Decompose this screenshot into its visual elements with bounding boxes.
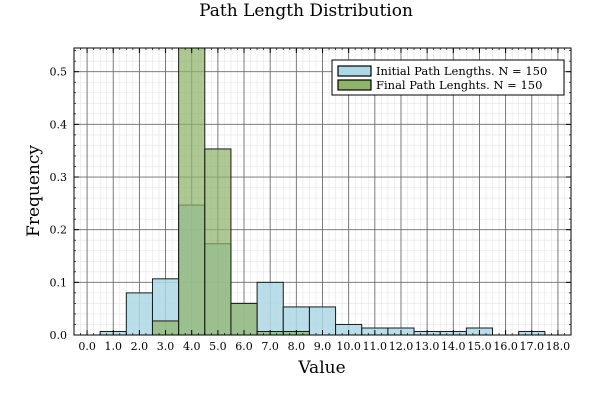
x-tick-label: 4.0 <box>183 340 201 353</box>
x-tick-labels: 0.0 1.0 2.0 3.0 4.0 5.0 6.0 7.0 8.0 9.0 10.0 11.0 12… <box>78 340 570 353</box>
y-tick-label: 0.0 <box>50 329 68 342</box>
initial-bar <box>256 281 284 335</box>
final-series-bars <box>151 48 310 335</box>
x-tick-label: 1.0 <box>104 340 122 353</box>
y-tick-label: 0.1 <box>50 276 68 289</box>
x-tick-label: 0.0 <box>78 340 96 353</box>
final-bar <box>178 48 206 335</box>
legend-label-final: Final Path Lenghts. N = 150 <box>376 78 542 92</box>
x-axis-label: Value <box>297 358 345 378</box>
y-tick-label: 0.5 <box>50 66 68 79</box>
x-tick-label: 18.0 <box>546 340 571 353</box>
y-tick-label: 0.2 <box>50 224 68 237</box>
x-tick-label: 16.0 <box>493 340 518 353</box>
x-tick-label: 5.0 <box>209 340 227 353</box>
x-tick-label: 9.0 <box>314 340 332 353</box>
x-tick-label: 14.0 <box>441 340 466 353</box>
y-axis-label: Frequency <box>24 145 44 237</box>
y-tick-labels: 0.0 0.1 0.2 0.3 0.4 0.5 <box>50 66 68 342</box>
major-grid <box>74 48 571 336</box>
initial-bar <box>125 292 153 335</box>
x-tick-label: 11.0 <box>363 340 388 353</box>
final-bar <box>230 302 258 335</box>
legend-swatch-initial <box>337 65 372 77</box>
y-tick-label: 0.3 <box>50 171 68 184</box>
chart-title: Path Length Distribution <box>199 1 413 21</box>
x-tick-label: 2.0 <box>131 340 149 353</box>
legend: Initial Path Lengths. N = 150 Final Path… <box>331 59 565 96</box>
x-tick-label: 6.0 <box>235 340 253 353</box>
axis-ticks <box>73 48 572 336</box>
x-tick-label: 8.0 <box>288 340 306 353</box>
x-tick-label: 17.0 <box>520 340 545 353</box>
final-bar <box>204 148 232 335</box>
x-tick-label: 13.0 <box>415 340 440 353</box>
x-tick-label: 10.0 <box>336 340 361 353</box>
x-tick-label: 15.0 <box>467 340 492 353</box>
x-tick-label: 3.0 <box>157 340 175 353</box>
legend-swatch-final <box>337 79 372 91</box>
x-tick-label: 7.0 <box>261 340 279 353</box>
y-tick-label: 0.4 <box>50 118 68 131</box>
x-tick-label: 12.0 <box>389 340 414 353</box>
legend-label-initial: Initial Path Lengths. N = 150 <box>376 64 547 78</box>
